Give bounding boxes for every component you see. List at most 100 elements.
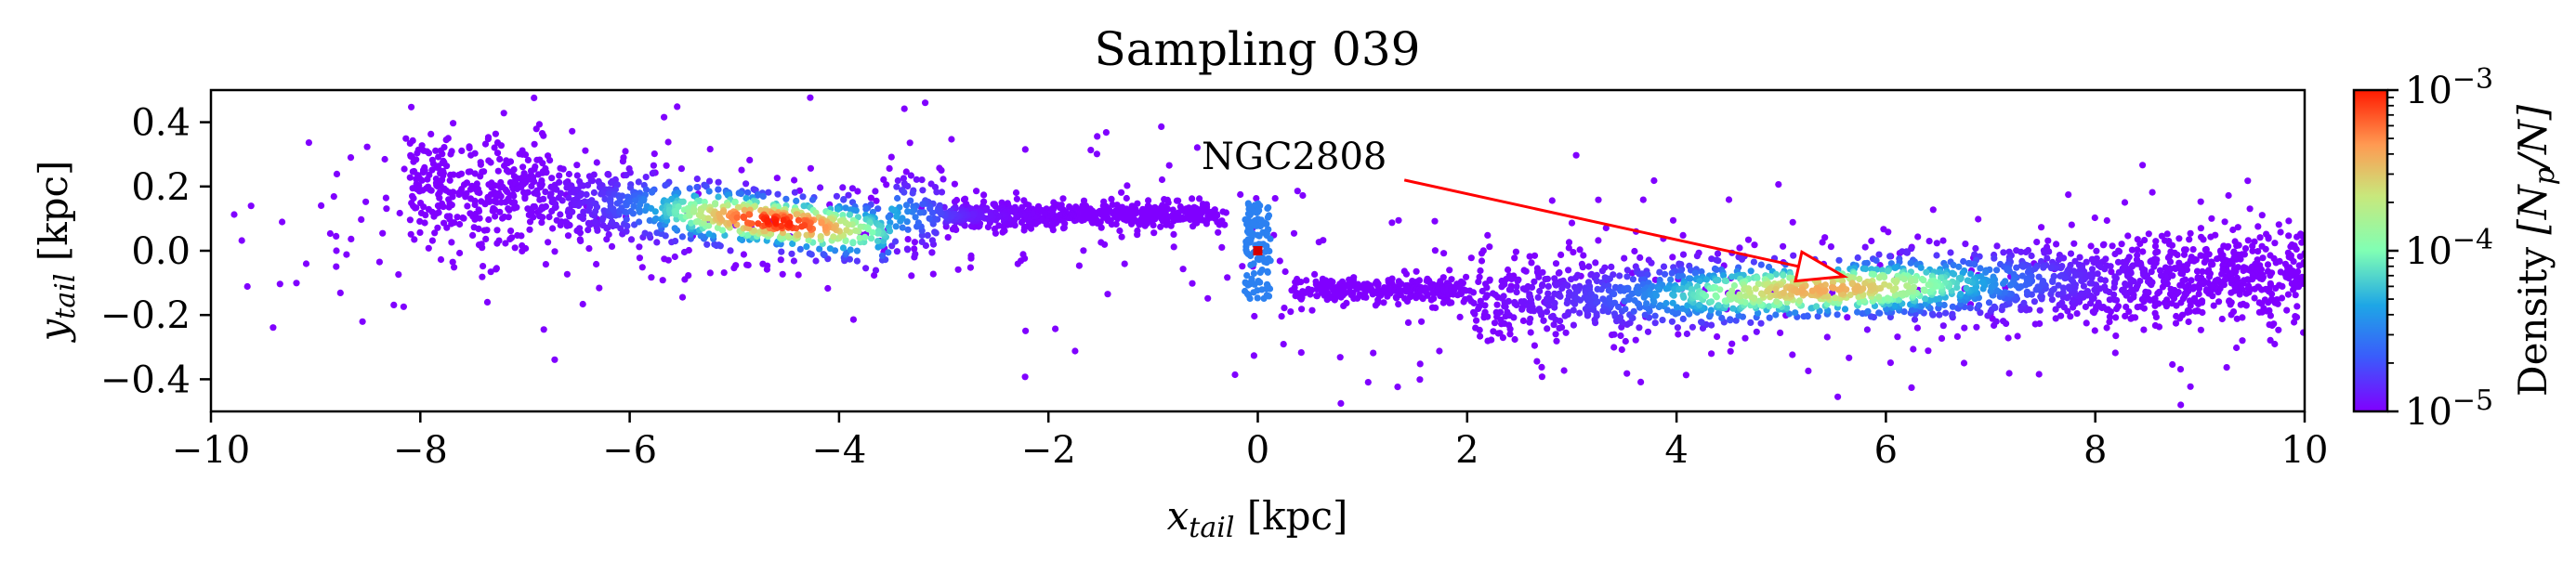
- scatter-point: [2199, 308, 2206, 317]
- scatter-point: [1374, 282, 1382, 290]
- scatter-point: [1892, 285, 1899, 293]
- scatter-point: [873, 197, 880, 204]
- scatter-point: [247, 202, 255, 210]
- scatter-point: [2041, 249, 2048, 256]
- scatter-point: [891, 238, 900, 245]
- scatter-point: [1535, 273, 1543, 280]
- scatter-point: [845, 221, 852, 228]
- scatter-point: [562, 218, 570, 226]
- scatter-point: [2156, 288, 2163, 295]
- scatter-point: [243, 282, 251, 291]
- scatter-point: [2285, 254, 2293, 261]
- scatter-point: [773, 175, 781, 182]
- scatter-point: [1540, 317, 1547, 324]
- scatter-point: [573, 162, 581, 169]
- scatter-point: [1752, 285, 1759, 293]
- scatter-point: [938, 189, 946, 196]
- scatter-point: [1118, 233, 1125, 241]
- scatter-point: [2014, 332, 2021, 340]
- scatter-point: [375, 258, 383, 266]
- scatter-point: [1299, 288, 1307, 295]
- scatter-point: [2044, 254, 2051, 262]
- scatter-point: [2151, 309, 2159, 317]
- scatter-point: [2233, 242, 2241, 250]
- scatter-point: [531, 94, 538, 101]
- scatter-point: [2188, 277, 2195, 284]
- scatter-point: [2292, 292, 2299, 299]
- scatter-point: [1503, 276, 1510, 283]
- scatter-point: [1689, 323, 1696, 331]
- scatter-point: [888, 242, 896, 250]
- x-tick-label: −6: [602, 429, 657, 472]
- scatter-point: [1158, 123, 1165, 130]
- scatter-point: [1244, 236, 1252, 243]
- scatter-point: [1875, 274, 1883, 281]
- scatter-point: [1683, 330, 1690, 338]
- scatter-point: [1271, 195, 1279, 202]
- scatter-point: [1557, 251, 1565, 258]
- scatter-point: [1757, 290, 1766, 297]
- scatter-point: [1702, 276, 1710, 283]
- scatter-point: [1816, 307, 1823, 315]
- scatter-point: [1189, 280, 1196, 287]
- scatter-point: [1873, 266, 1881, 273]
- scatter-point: [1696, 278, 1703, 285]
- scatter-point: [1231, 371, 1239, 379]
- scatter-point: [619, 192, 626, 200]
- scatter-point: [656, 221, 664, 228]
- x-axis-ticks: −10 −8 −6 −4 −2 0 2 4 6 8 10: [172, 411, 2328, 472]
- scatter-point: [1616, 272, 1623, 280]
- scatter-point: [1102, 129, 1110, 137]
- scatter-point: [1679, 292, 1687, 299]
- scatter-point: [1673, 304, 1681, 311]
- scatter-point: [1678, 305, 1686, 312]
- scatter-point: [427, 130, 435, 137]
- scatter-point: [2214, 255, 2221, 263]
- scatter-point: [596, 184, 604, 191]
- scatter-point: [2162, 264, 2169, 271]
- scatter-point: [894, 176, 901, 185]
- scatter-point: [2234, 224, 2241, 231]
- scatter-point: [1394, 384, 1401, 391]
- scatter-point: [1967, 270, 1975, 278]
- scatter-point: [2194, 275, 2201, 282]
- scatter-point: [426, 171, 433, 179]
- scatter-point: [2013, 264, 2020, 271]
- scatter-point: [2267, 252, 2274, 259]
- scatter-point: [1549, 312, 1557, 319]
- scatter-point: [1551, 275, 1558, 282]
- scatter-point: [1592, 259, 1599, 267]
- scatter-point: [2285, 232, 2293, 240]
- scatter-point: [2212, 277, 2219, 284]
- scatter-point: [548, 175, 556, 182]
- scatter-point: [1880, 226, 1887, 233]
- scatter-point: [1071, 347, 1079, 355]
- scatter-point: [738, 166, 745, 174]
- scatter-point: [900, 105, 908, 112]
- scatter-point: [456, 249, 464, 257]
- scatter-point: [2258, 212, 2266, 219]
- scatter-point: [652, 215, 660, 223]
- scatter-point: [524, 156, 532, 163]
- scatter-point: [500, 110, 507, 117]
- scatter-point: [418, 176, 426, 184]
- scatter-point: [1623, 370, 1631, 377]
- scatter-point: [2067, 250, 2075, 257]
- scatter-point: [477, 173, 484, 180]
- scatter-point: [817, 233, 824, 241]
- scatter-point: [305, 139, 312, 147]
- scatter-point: [2228, 289, 2235, 296]
- scatter-point: [2065, 283, 2072, 291]
- scatter-point: [2115, 268, 2123, 276]
- scatter-point: [487, 268, 494, 276]
- scatter-point: [731, 199, 739, 206]
- scatter-point: [2087, 242, 2095, 250]
- scatter-point: [1298, 306, 1306, 313]
- scatter-point: [904, 182, 912, 190]
- scatter-point: [477, 161, 485, 168]
- scatter-point: [1684, 302, 1691, 309]
- scatter-point: [1914, 233, 1922, 241]
- scatter-point: [1562, 329, 1570, 336]
- scatter-point: [1565, 267, 1572, 274]
- scatter-point: [507, 228, 515, 235]
